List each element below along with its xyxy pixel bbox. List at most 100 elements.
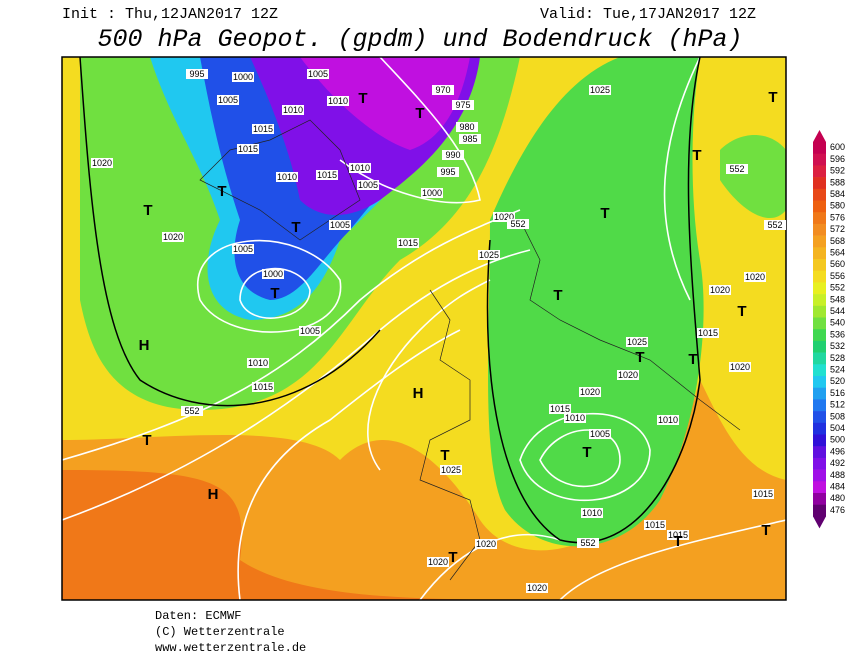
label-bg [440, 465, 462, 475]
pressure-center: T [761, 522, 770, 539]
colorbar-label: 600 [830, 142, 845, 152]
label-bg [709, 285, 731, 295]
label-bg [421, 188, 443, 198]
colorbar-label: 564 [830, 248, 845, 258]
isobar-label: 552 [580, 538, 595, 548]
colorbar-swatch [813, 504, 826, 517]
isobar-label: 552 [184, 406, 199, 416]
label-bg [617, 370, 639, 380]
isobar-label: 1020 [745, 272, 765, 282]
pressure-center: T [270, 285, 279, 302]
colorbar-cap [813, 516, 826, 529]
label-bg [459, 134, 481, 144]
colorbar-label: 588 [830, 177, 845, 187]
colorbar-swatch [813, 457, 826, 470]
colorbar-swatch [813, 387, 826, 400]
isobar-label: 1025 [479, 250, 499, 260]
colorbar-swatch [813, 340, 826, 353]
isobar-label: 985 [462, 134, 477, 144]
label-bg [181, 406, 203, 416]
colorbar-label: 540 [830, 318, 845, 328]
colorbar-swatch [813, 422, 826, 435]
init-text: Init : Thu,12JAN2017 12Z [62, 6, 278, 23]
colorbar-swatch [813, 259, 826, 271]
isobar-label: 1005 [330, 220, 350, 230]
isobar-label: 1010 [277, 172, 297, 182]
pressure-center: T [737, 303, 746, 320]
label-bg [316, 170, 338, 180]
valid-text: Valid: Tue,17JAN2017 12Z [540, 6, 756, 23]
isobar-label: 552 [767, 220, 782, 230]
isobar-label: 1020 [618, 370, 638, 380]
label-bg [456, 122, 478, 132]
label-bg [232, 72, 254, 82]
colorbar-swatch [813, 200, 826, 213]
colorbar-label: 532 [830, 341, 845, 351]
colorbar-label: 584 [830, 189, 845, 199]
label-bg [526, 583, 548, 593]
colorbar-swatch [813, 411, 826, 424]
pressure-center: T [692, 147, 701, 164]
colorbar-label: 492 [830, 458, 845, 468]
pressure-center: H [139, 337, 150, 354]
label-bg [349, 163, 371, 173]
pressure-center: T [358, 90, 367, 107]
colorbar-swatch [813, 352, 826, 365]
label-bg [357, 180, 379, 190]
label-bg [644, 520, 666, 530]
colorbar-swatch [813, 376, 826, 388]
isobar-label: 990 [445, 150, 460, 160]
isobar-label: 1010 [283, 105, 303, 115]
pressure-center: T [688, 351, 697, 368]
isobar-label: 1020 [580, 387, 600, 397]
colorbar-swatch [813, 142, 826, 154]
isobar-label: 980 [459, 122, 474, 132]
label-bg [276, 172, 298, 182]
label-bg [452, 100, 474, 110]
isobar-label: 1015 [645, 520, 665, 530]
colorbar-swatch [813, 177, 826, 190]
colorbar-label: 500 [830, 435, 845, 445]
isobar-label: 1005 [300, 326, 320, 336]
colorbar-label: 568 [830, 236, 845, 246]
pressure-center: T [217, 183, 226, 200]
pressure-center: T [553, 287, 562, 304]
colorbar-swatch [813, 329, 826, 342]
label-bg [162, 232, 184, 242]
colorbar-swatch [813, 446, 826, 459]
label-bg [752, 489, 774, 499]
isobar-label: 1015 [398, 238, 418, 248]
isobar-label: 1020 [710, 285, 730, 295]
label-bg [577, 538, 599, 548]
isobar-label: 1010 [565, 413, 585, 423]
isobar-label: 1005 [218, 95, 238, 105]
isobar-label: 1020 [92, 158, 112, 168]
colorbar-label: 572 [830, 224, 845, 234]
colorbar-label: 536 [830, 329, 845, 339]
colorbar-swatch [813, 153, 826, 166]
colorbar-label: 548 [830, 294, 845, 304]
colorbar-swatch [813, 270, 826, 283]
pressure-center: T [142, 432, 151, 449]
label-bg [282, 105, 304, 115]
isobar-label: 1010 [582, 508, 602, 518]
label-bg [329, 220, 351, 230]
colorbar-swatch [813, 165, 826, 178]
label-bg [697, 328, 719, 338]
label-bg [262, 269, 284, 279]
isobar-label: 995 [440, 167, 455, 177]
label-bg [307, 69, 329, 79]
label-bg [232, 244, 254, 254]
label-bg [549, 404, 571, 414]
isobar-label: 1005 [233, 244, 253, 254]
isobar-label: 1010 [248, 358, 268, 368]
label-bg [247, 358, 269, 368]
isobar-label: 1025 [627, 337, 647, 347]
isobar-label: 1020 [476, 539, 496, 549]
colorbar-label: 596 [830, 154, 845, 164]
label-bg [91, 158, 113, 168]
isobar-label: 1010 [350, 163, 370, 173]
isobar-label: 1000 [233, 72, 253, 82]
colorbar-swatch [813, 469, 826, 482]
pressure-center: T [635, 349, 644, 366]
